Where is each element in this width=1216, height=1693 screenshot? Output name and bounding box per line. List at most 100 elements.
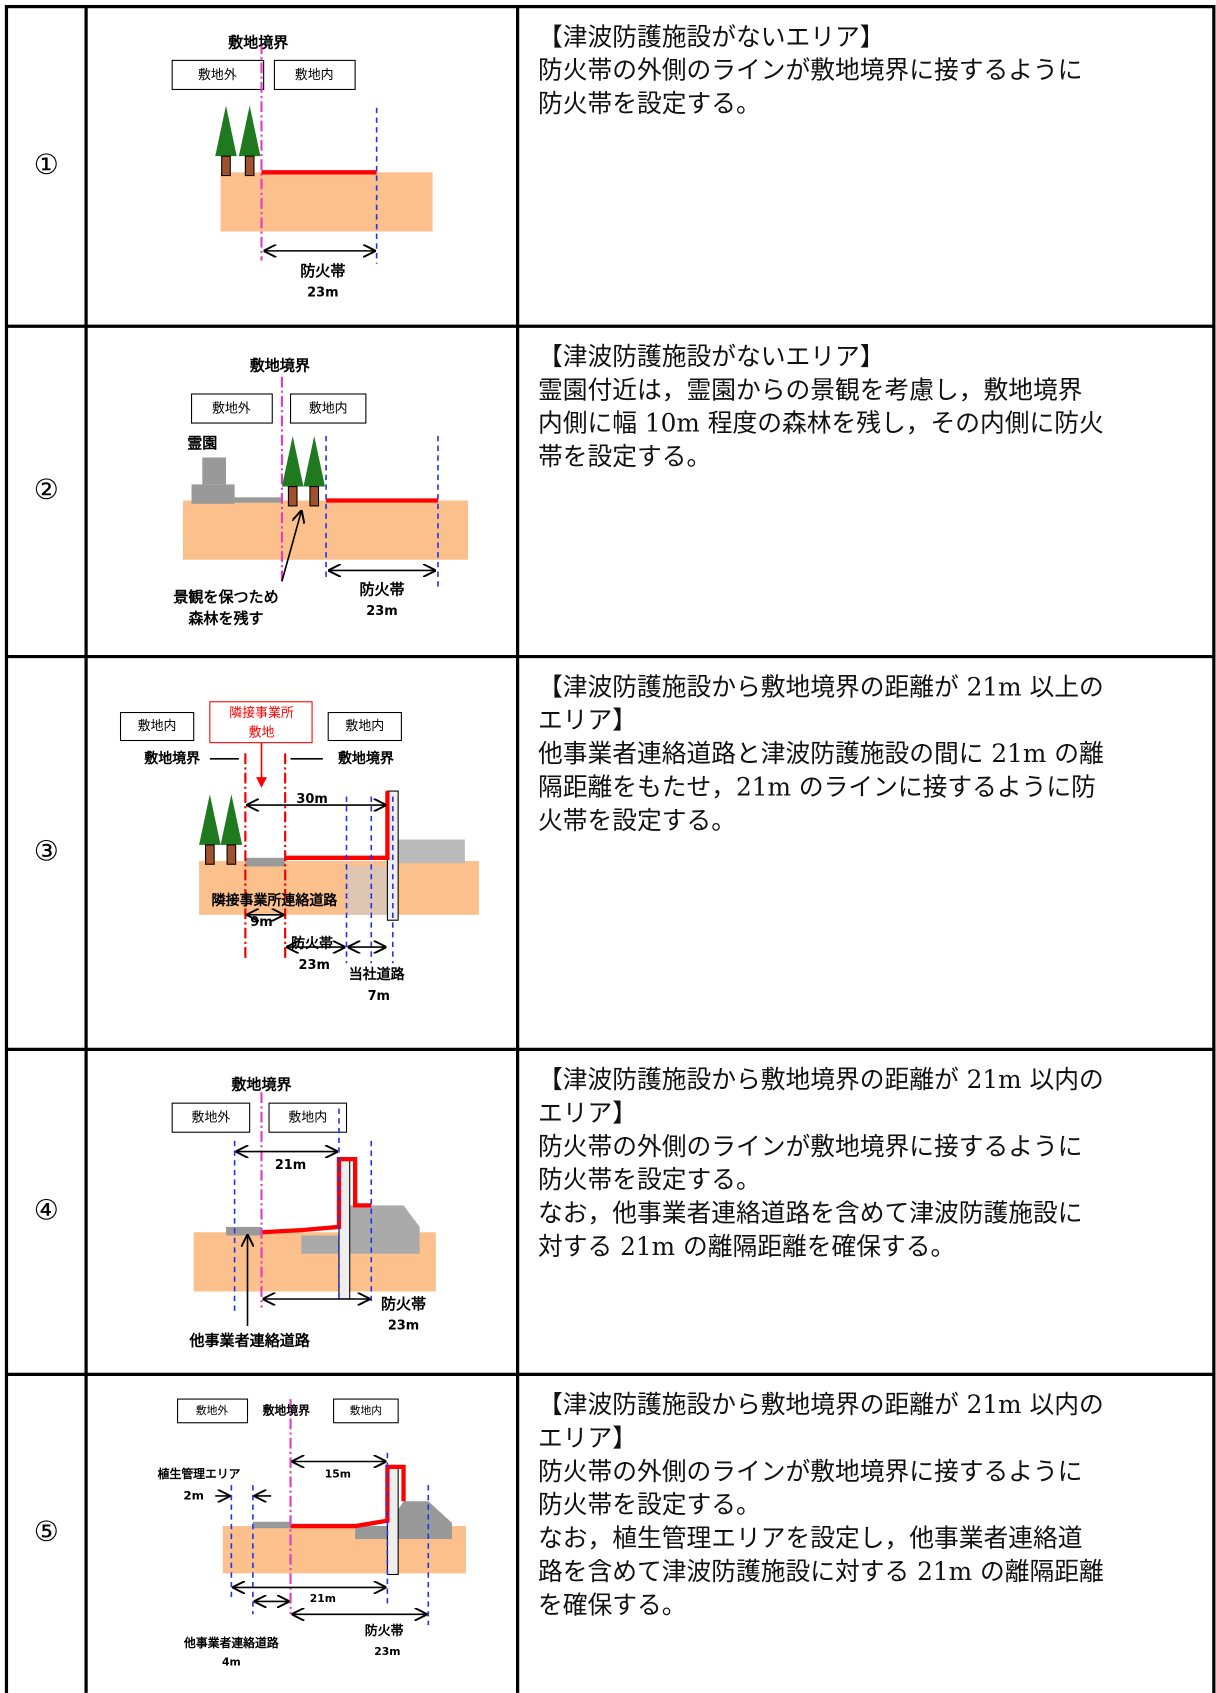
diagram-label: 敷地境界 xyxy=(250,357,311,375)
diagram-label: 敷地境界 xyxy=(144,750,200,767)
description-line: 【津波防護施設がないエリア】 xyxy=(538,342,885,371)
diagram-label: 敷地内 xyxy=(288,1110,327,1126)
description-line: 他事業者連絡道路と津波防護施設の間に 21m の離 xyxy=(538,739,1104,768)
diagram-label: 9m xyxy=(250,915,272,930)
diagram-label: 景観を保つため xyxy=(173,588,278,606)
description-line: 【津波防護施設から敷地境界の距離が 21m 以内の xyxy=(538,1065,1104,1094)
diagram-label: 30m xyxy=(296,792,327,807)
description-line: 路を含めて津波防護施設に対する 21m の離隔距離 xyxy=(538,1557,1104,1586)
diagram-label: 植生管理エリア xyxy=(158,1467,241,1481)
diagram-shape xyxy=(327,711,402,742)
diagram-label: 23m xyxy=(307,285,338,300)
diagram-shape xyxy=(119,711,195,742)
diagram-shape xyxy=(177,1398,249,1424)
diagram-shape xyxy=(244,155,255,177)
diagram-label: 他事業者連絡道路 xyxy=(188,1331,310,1349)
description-line: なお，他事業者連絡道路を含めて津波防護施設に xyxy=(538,1199,1083,1228)
icon-group xyxy=(199,794,243,865)
diagram-shape xyxy=(191,393,273,424)
diagram-label: 敷地 xyxy=(249,724,275,740)
diagram-shape xyxy=(268,1102,348,1133)
diagram-label: 敷地外 xyxy=(196,1404,229,1417)
diagram-label: 霊園 xyxy=(187,434,217,452)
description-line: 帯を設定する。 xyxy=(538,442,711,471)
diagram-shape xyxy=(252,1521,291,1529)
diagram-shape xyxy=(191,484,235,504)
description-line: 防火帯の外側のラインが敷地境界に接するように xyxy=(538,1457,1083,1486)
diagram-label: 敷地境界 xyxy=(263,1403,310,1417)
diagram-label: 23m xyxy=(374,1645,400,1658)
row-number: ④ xyxy=(34,1193,59,1226)
diagram-shape xyxy=(182,500,469,560)
diagram-label: 当社道路 xyxy=(349,966,406,983)
diagram-shape xyxy=(171,59,265,90)
diagram-shape xyxy=(225,1226,262,1236)
diagram-shape xyxy=(171,1102,251,1133)
diagram-label: 敷地内 xyxy=(309,401,348,417)
description-line: エリア】 xyxy=(538,1098,637,1127)
description-line: エリア】 xyxy=(538,1423,637,1452)
diagram-shape xyxy=(215,105,237,157)
icon-group xyxy=(215,105,261,177)
diagram-label: 隣接事業所連絡道路 xyxy=(212,892,339,909)
diagram-shape xyxy=(309,486,320,507)
diagram-shape xyxy=(355,1501,452,1539)
diagram-shape xyxy=(290,393,367,424)
diagram-shape xyxy=(346,866,390,915)
diagram-shape xyxy=(273,59,356,90)
diagram-label: 隣接事業所 xyxy=(229,705,294,721)
diagram-shape xyxy=(245,857,286,867)
diagram-label: 敷地内 xyxy=(350,1404,382,1417)
description-line: 防火帯の外側のラインが敷地境界に接するように xyxy=(538,1132,1083,1161)
diagram-label: 21m xyxy=(275,1158,306,1173)
diagram-shape xyxy=(199,794,221,845)
diagram-label: 敷地内 xyxy=(138,718,177,734)
diagram-shape xyxy=(226,844,237,865)
diagram-shape xyxy=(281,435,304,487)
diagram-label: 15m xyxy=(325,1467,351,1480)
diagram-label: 敷地境界 xyxy=(231,1075,292,1093)
description-line: 内側に幅 10m 程度の森林を残し，その内側に防火 xyxy=(538,409,1104,438)
diagram-label: 21m xyxy=(310,1592,336,1605)
diagram-shape xyxy=(287,486,298,507)
diagram-label: 森林を残す xyxy=(188,609,263,627)
icon-group xyxy=(281,435,325,507)
diagram-label: 他事業者連絡道路 xyxy=(183,1636,279,1650)
diagram-shape xyxy=(202,457,226,485)
diagram-shape xyxy=(221,155,231,177)
description-line: 火帯を設定する。 xyxy=(538,806,736,835)
diagram-label: 敷地外 xyxy=(198,67,237,83)
description-line: を確保する。 xyxy=(538,1590,687,1619)
diagram-shape xyxy=(285,791,390,860)
diagram-label: 敷地外 xyxy=(212,401,251,417)
diagram-shape xyxy=(333,1398,399,1424)
description-line: 【津波防護施設から敷地境界の距離が 21m 以上の xyxy=(538,672,1104,701)
diagram-label: 敷地境界 xyxy=(228,34,289,52)
diagram-shape xyxy=(398,839,465,864)
diagram-label: 7m xyxy=(368,989,390,1004)
diagram-label: 防火帯 xyxy=(300,262,345,280)
description-line: 隔距離をもたせ，21m のラインに接するように防 xyxy=(538,772,1096,801)
diagram-shape xyxy=(220,794,243,845)
diagram-shape xyxy=(238,105,261,157)
diagram-label: 敷地外 xyxy=(192,1110,231,1126)
diagram-label: 2m xyxy=(183,1488,204,1502)
diagram-shape xyxy=(303,435,325,487)
description-line: 防火帯を設定する。 xyxy=(538,89,761,118)
description-line: エリア】 xyxy=(538,706,637,735)
diagram-label: 23m xyxy=(388,1318,419,1333)
description-line: 防火帯の外側のラインが敷地境界に接するように xyxy=(538,56,1083,85)
diagram-label: 4m xyxy=(222,1656,241,1669)
description-line: 霊園付近は，霊園からの景観を考慮し，敷地境界 xyxy=(538,375,1083,404)
description-line: 【津波防護施設から敷地境界の距離が 21m 以内の xyxy=(538,1390,1104,1419)
description-line: なお，植生管理エリアを設定し，他事業者連絡道 xyxy=(538,1524,1083,1553)
diagram-label: 敷地内 xyxy=(345,718,384,734)
description-line: 対する 21m の離隔距離を確保する。 xyxy=(538,1232,955,1261)
diagram-label: 防火帯 xyxy=(359,580,404,598)
diagram-label: 23m xyxy=(366,604,397,619)
description-line: 防火帯を設定する。 xyxy=(538,1490,761,1519)
row-number: ① xyxy=(34,148,59,181)
